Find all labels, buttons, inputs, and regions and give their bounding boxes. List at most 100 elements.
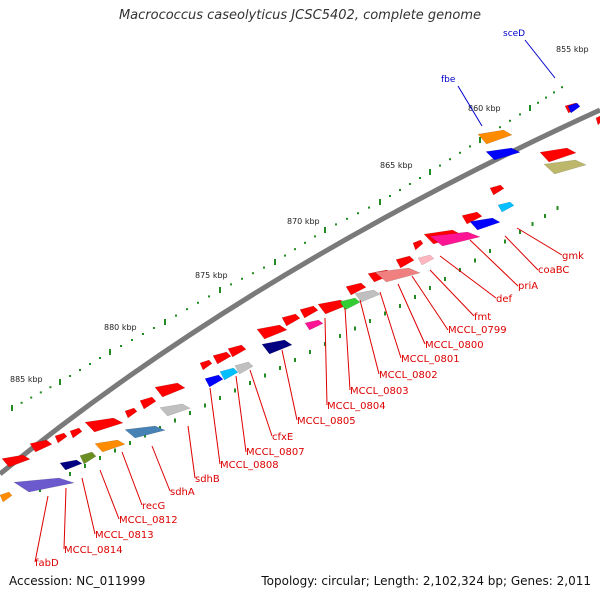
tick-dot	[39, 391, 42, 394]
bottom-leader	[151, 445, 171, 492]
tick-dot	[234, 388, 236, 393]
bottom-leader	[187, 425, 196, 479]
tick-dot	[544, 214, 546, 218]
gene-label: sdhB	[195, 474, 220, 485]
tick-dot	[509, 119, 511, 122]
tick-dot	[324, 342, 326, 346]
bottom-leader	[469, 239, 519, 287]
tick-dot	[545, 96, 547, 99]
gene-label: MCCL_0813	[95, 530, 154, 541]
tick-dot	[459, 151, 461, 154]
tick-dot	[120, 345, 122, 347]
tick-dot	[241, 277, 243, 280]
tick-dot	[354, 326, 356, 331]
cds-feature	[13, 477, 75, 493]
gene-label: def	[496, 294, 513, 305]
cds-feature	[374, 267, 421, 283]
accession-text: Accession: NC_011999	[9, 574, 146, 588]
gene-label: fmt	[474, 312, 491, 323]
cds-forward	[539, 147, 577, 163]
bottom-leader	[397, 283, 426, 345]
tick-dot	[69, 472, 71, 476]
cds-feature	[59, 459, 83, 471]
bottom-leader	[34, 495, 49, 563]
cds-feature	[159, 403, 191, 417]
bottom-leader	[411, 275, 449, 331]
tick-dot	[346, 217, 348, 220]
cds-forward	[412, 239, 424, 251]
cds-feature	[354, 289, 381, 303]
bottom-leader	[121, 451, 143, 506]
tick-dot	[175, 314, 177, 317]
cds-forward	[1, 454, 31, 468]
tick-dot	[384, 311, 386, 316]
gene-label: MCCL_0807	[246, 447, 305, 458]
gene-label: MCCL_0799	[448, 325, 507, 336]
scale-label: 860 kbp	[468, 104, 501, 113]
tick-dot	[314, 235, 316, 238]
tick-dot	[531, 222, 534, 226]
tick-dot	[49, 386, 52, 389]
tick-dot	[142, 333, 144, 335]
tick-dot	[439, 164, 441, 167]
tick-dot	[529, 105, 531, 111]
tick-dot	[474, 258, 476, 263]
tick-dot	[129, 441, 131, 445]
tick-dot	[11, 405, 13, 411]
cds-feature	[339, 297, 361, 311]
tick-dot	[339, 334, 341, 338]
cds-feature	[543, 159, 587, 175]
tick-dot	[469, 145, 471, 148]
tick-dot	[389, 195, 391, 197]
tick-dot	[537, 101, 539, 104]
scale-label: 870 kbp	[287, 217, 320, 226]
cds-forward	[84, 417, 124, 433]
scale-label: 875 kbp	[195, 271, 228, 280]
tick-dot	[39, 488, 41, 492]
scale-label: 885 kbp	[10, 375, 43, 384]
tick-dot	[186, 308, 188, 311]
cds-feature	[234, 361, 254, 375]
tick-dot	[419, 177, 421, 179]
label-leader-lines	[34, 39, 563, 563]
tick-dot	[264, 373, 266, 378]
tick-dot	[274, 259, 276, 265]
cds-feature	[219, 367, 239, 381]
cds-feature	[497, 201, 515, 213]
tick-dot	[309, 350, 311, 354]
cds-forward	[199, 359, 213, 371]
cds-forward	[256, 324, 288, 340]
tick-dot	[99, 456, 101, 460]
tick-dot	[131, 339, 133, 341]
tick-dot	[114, 448, 116, 453]
tick-dot	[197, 301, 199, 304]
gene-label: fabD	[35, 558, 59, 569]
tick-dot	[304, 241, 306, 244]
cds-forward	[345, 282, 367, 296]
bottom-leader	[359, 299, 380, 375]
gene-label: priA	[518, 281, 538, 292]
tick-dot	[499, 126, 501, 129]
cds-feature	[79, 451, 97, 465]
tick-dot	[69, 375, 71, 377]
gene-label: MCCL_0814	[64, 545, 123, 556]
cds-feature	[567, 102, 581, 114]
bottom-leader	[504, 235, 539, 271]
top-leader	[524, 39, 556, 79]
cds-feature	[261, 339, 293, 355]
cds-forward	[461, 211, 483, 225]
tick-dot	[414, 295, 416, 299]
cds-feature	[469, 217, 501, 231]
tick-dot	[189, 411, 191, 415]
tick-dot	[444, 277, 446, 281]
gene-label: MCCL_0800	[425, 340, 484, 351]
tick-dot	[109, 349, 111, 355]
scale-label: 880 kbp	[104, 323, 137, 332]
tick-dot	[208, 295, 210, 298]
cds-forward	[29, 439, 53, 453]
tick-dot	[249, 381, 251, 385]
tick-dot	[204, 403, 206, 408]
cds-feature	[204, 374, 224, 388]
